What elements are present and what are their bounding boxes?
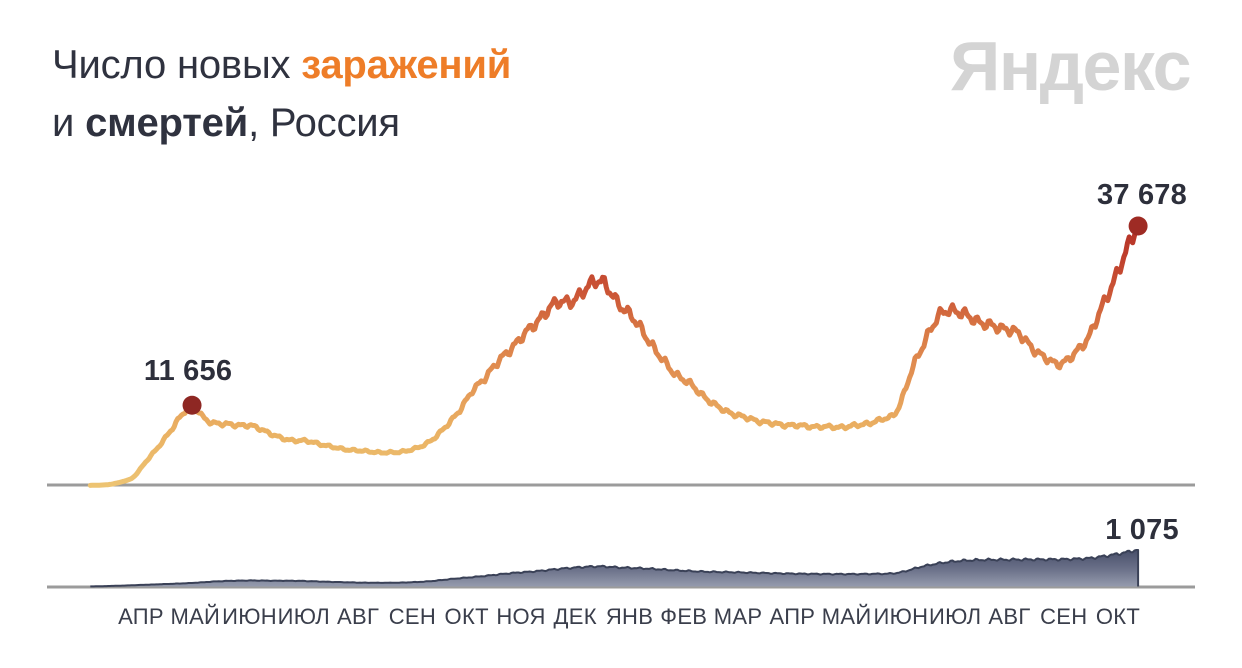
title-text-and: и bbox=[52, 101, 86, 145]
axis-label-month: ИЮЛ bbox=[277, 604, 330, 629]
axis-label-month: ИЮЛ bbox=[928, 604, 982, 629]
title-text-regular: Число новых bbox=[52, 43, 302, 87]
yandex-logo: Яндекс bbox=[950, 27, 1192, 105]
axis-label-month: ИЮН bbox=[873, 604, 929, 629]
infections-line bbox=[87, 223, 1141, 488]
annotation-last-value: 37 678 bbox=[1097, 179, 1187, 211]
axis-label-month: АПР bbox=[769, 604, 816, 629]
title-text-infections: заражений bbox=[301, 43, 512, 87]
axis-label-month: ОКТ bbox=[1095, 604, 1141, 629]
axis-label-month: ДЕК bbox=[553, 604, 597, 629]
axis-label-month: ЯНВ bbox=[605, 604, 654, 629]
axis-label-month: ОКТ bbox=[444, 604, 489, 629]
first-peak-marker bbox=[182, 395, 202, 415]
axis-label-month: ФЕВ bbox=[660, 604, 708, 629]
annotation-deaths-value: 1 075 bbox=[1105, 514, 1179, 546]
axis-label-month: ИЮН bbox=[222, 604, 277, 629]
infections-baseline bbox=[47, 483, 1195, 487]
axis-label-month: СЕН bbox=[1040, 604, 1088, 629]
axis-label-month: СЕН bbox=[388, 604, 437, 629]
title-line-2: и смертей, Россия bbox=[52, 94, 511, 152]
axis-label-month: МАЙ bbox=[821, 604, 872, 629]
deaths-area bbox=[90, 550, 1139, 587]
title-text-country: , Россия bbox=[248, 101, 400, 145]
axis-label-month: АВГ bbox=[337, 604, 380, 629]
title-text-deaths: смертей bbox=[85, 101, 249, 145]
deaths-baseline bbox=[47, 585, 1195, 589]
axis-label-month: НОЯ bbox=[496, 604, 546, 629]
axis-label-month: МАР bbox=[713, 604, 763, 629]
axis-label-month: АВГ bbox=[988, 604, 1031, 629]
title-line-1: Число новых заражений bbox=[52, 36, 511, 94]
axis-label-month: АПР bbox=[118, 604, 164, 629]
axis-label-month: МАЙ bbox=[170, 604, 221, 629]
annotation-first-peak: 11 656 bbox=[143, 355, 233, 387]
deaths-area-edge bbox=[90, 549, 1140, 588]
page-title: Число новых заражений и смертей, Россия bbox=[52, 36, 511, 152]
last-value-marker bbox=[1128, 216, 1148, 236]
